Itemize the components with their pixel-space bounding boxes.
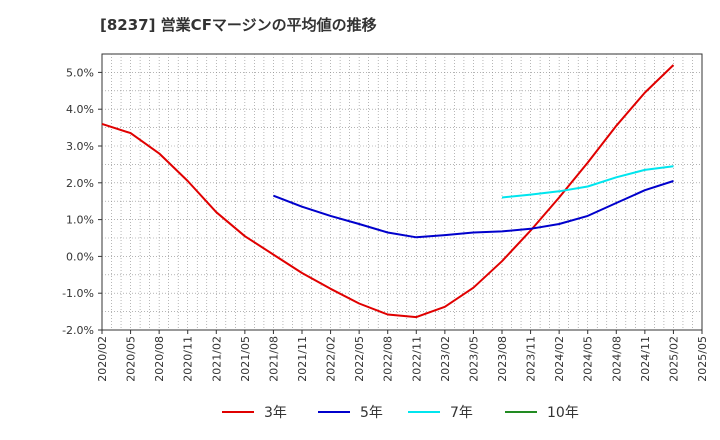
x-tick-label: 2021/08 <box>267 336 280 382</box>
legend-label-0: 3年 <box>264 405 287 421</box>
x-tick-label: 2021/11 <box>296 336 309 382</box>
x-tick-label: 2023/08 <box>496 336 509 382</box>
series-line-1 <box>273 180 674 239</box>
legend-label-3: 10年 <box>547 405 579 421</box>
x-tick-label: 2025/02 <box>667 336 680 382</box>
x-tick-label: 2021/05 <box>239 336 252 382</box>
series-line-0 <box>101 64 675 319</box>
x-tick-label: 2022/05 <box>353 336 366 382</box>
legend-label-1: 5年 <box>360 405 383 421</box>
y-tick-label: -2.0% <box>62 324 94 337</box>
y-axis: -2.0% -1.0% 0.0% 1.0% 2.0% 3.0% 4.0% 5.0% <box>62 66 102 337</box>
series-line-2 <box>501 165 674 199</box>
plot-area <box>101 53 703 331</box>
y-tick-label: 0.0% <box>66 250 94 263</box>
y-tick-label: 3.0% <box>66 140 94 153</box>
plot-frame <box>101 53 703 331</box>
y-tick-label: -1.0% <box>62 287 94 300</box>
y-tick-label: 4.0% <box>66 103 94 116</box>
x-tick-label: 2020/02 <box>96 336 109 382</box>
x-tick-label: 2021/02 <box>210 336 223 382</box>
grid <box>102 54 702 330</box>
x-tick-label: 2020/05 <box>125 336 138 382</box>
chart-title: [8237] 営業CFマージンの平均値の推移 <box>100 16 377 34</box>
series-lines <box>101 64 675 319</box>
x-tick-label: 2023/02 <box>439 336 452 382</box>
x-tick-label: 2024/05 <box>582 336 595 382</box>
y-tick-label: 2.0% <box>66 177 94 190</box>
y-tick-label: 5.0% <box>66 66 94 79</box>
x-tick-label: 2022/11 <box>410 336 423 382</box>
x-tick-label: 2024/08 <box>610 336 623 382</box>
legend-label-2: 7年 <box>450 405 473 421</box>
x-tick-label: 2024/02 <box>553 336 566 382</box>
x-tick-label: 2024/11 <box>639 336 652 382</box>
x-tick-label: 2022/02 <box>325 336 338 382</box>
y-tick-label: 1.0% <box>66 214 94 227</box>
x-tick-label: 2020/08 <box>153 336 166 382</box>
x-tick-label: 2020/11 <box>182 336 195 382</box>
x-tick-label: 2023/11 <box>525 336 538 382</box>
x-tick-label: 2025/05 <box>696 336 709 382</box>
x-tick-label: 2022/08 <box>382 336 395 382</box>
legend: 3年 5年 7年 10年 <box>222 405 579 421</box>
x-axis: 2020/02 2020/05 2020/08 2020/11 2021/02 2021/… <box>96 330 709 382</box>
x-tick-label: 2023/05 <box>467 336 480 382</box>
